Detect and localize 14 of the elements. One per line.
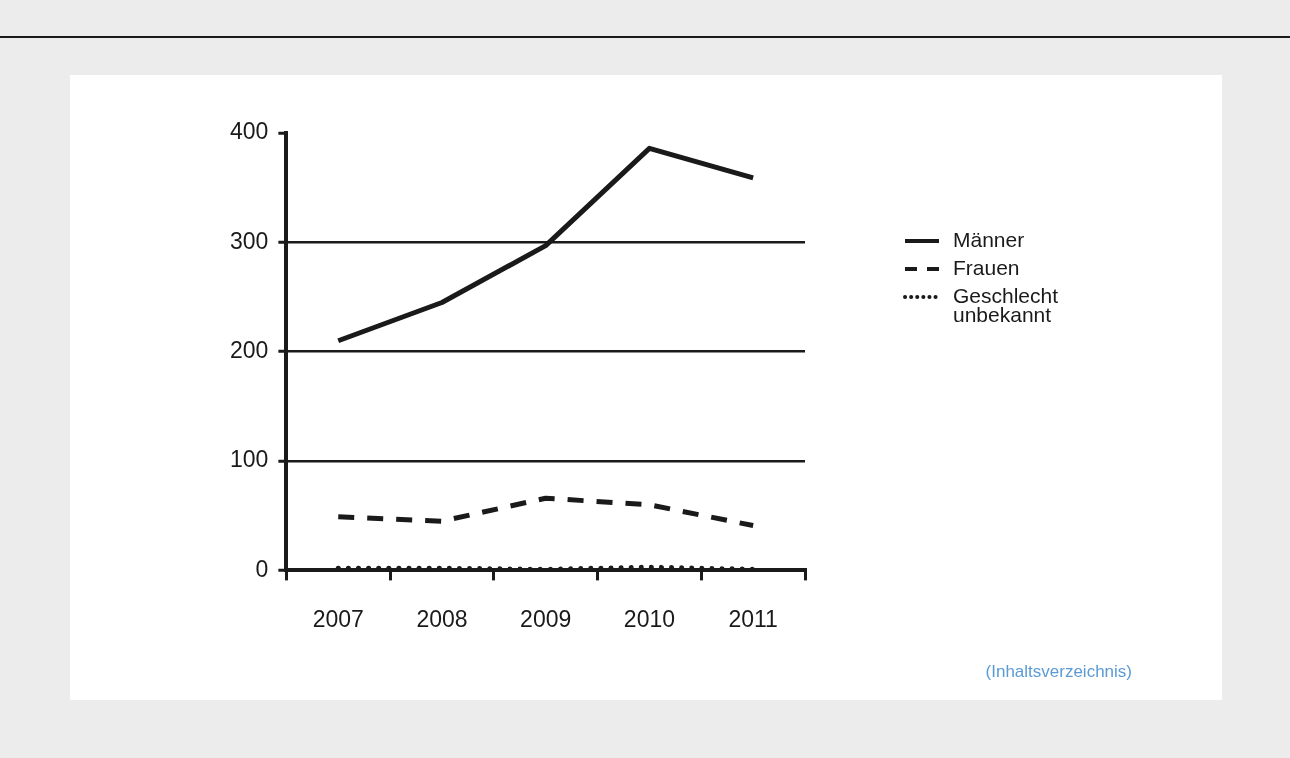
legend-label: Geschlecht unbekannt [953, 283, 1059, 326]
y-tick-label: 100 [230, 446, 269, 473]
y-tick-label: 400 [230, 118, 269, 145]
y-tick-label: 200 [230, 337, 269, 364]
x-tick-label: 2008 [416, 605, 468, 632]
text: (Inhaltsverzeichnis) [985, 662, 1132, 682]
x-tick-label: 2009 [520, 605, 572, 632]
legend-label: Frauen [953, 255, 1020, 279]
x-tick-label: 2007 [312, 605, 364, 632]
x-tick-label: 2011 [728, 605, 778, 632]
x-tick-label: 2010 [623, 605, 675, 632]
y-tick-label: 300 [230, 227, 269, 254]
legend-label: Männer [953, 227, 1025, 251]
y-tick-label: 0 [255, 555, 269, 582]
